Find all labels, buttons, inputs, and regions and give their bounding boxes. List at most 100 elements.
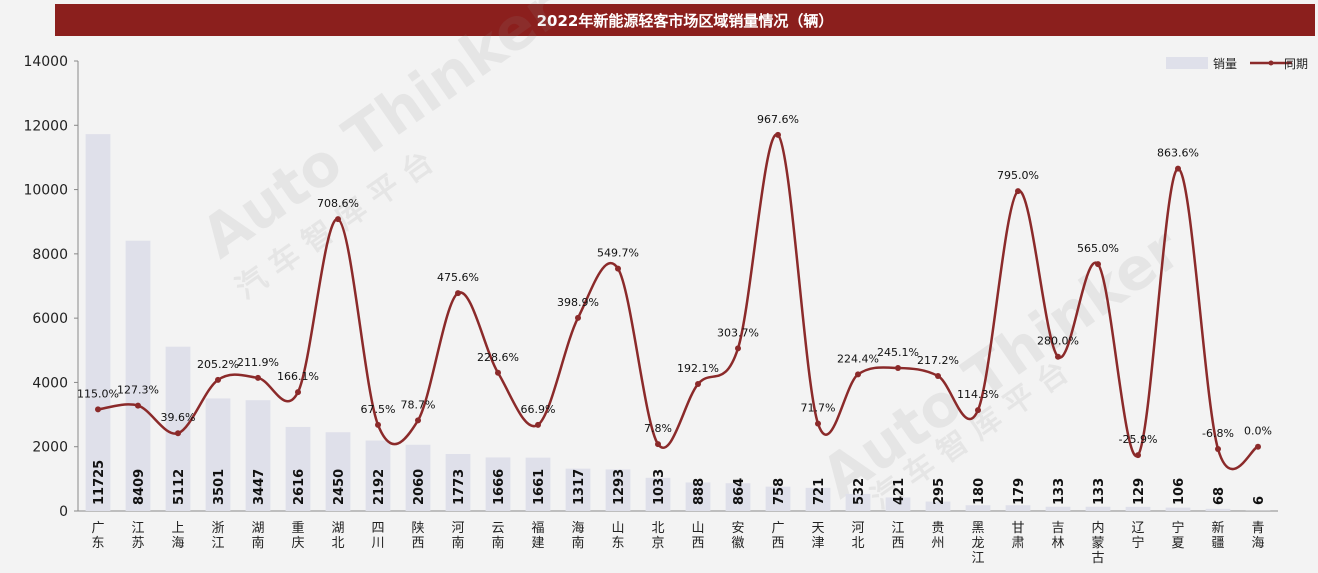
x-tick-label: 新疆: [1211, 520, 1224, 551]
bar: [165, 346, 191, 511]
line-point-label: 565.0%: [1077, 242, 1119, 255]
line-marker: [455, 290, 461, 297]
line-marker: [1255, 443, 1261, 450]
bar-value-label: 2192: [372, 469, 387, 505]
line-point-label: 280.0%: [1037, 335, 1079, 348]
x-tick-label: 山西: [691, 521, 704, 551]
bar: [845, 493, 871, 511]
x-tick-label: 甘肃: [1011, 521, 1024, 551]
x-tick-label: 四川: [371, 521, 384, 551]
bar: [1165, 507, 1191, 511]
line-point-label: 708.6%: [317, 197, 359, 210]
bar-value-label: 133: [1092, 478, 1107, 505]
x-tick-label: 广东: [91, 521, 104, 551]
bar-value-label: 888: [692, 478, 707, 505]
bar-value-label: 8409: [132, 469, 147, 505]
bar: [205, 398, 231, 511]
x-tick-label: 内蒙古: [1091, 520, 1104, 566]
line-series: [95, 131, 1261, 471]
y-tick-label: 10000: [23, 183, 68, 199]
x-tick-label: 云南: [491, 521, 504, 551]
bar: [445, 454, 471, 511]
bar-value-label: 2616: [292, 469, 307, 505]
bar: [605, 469, 631, 511]
x-tick-label: 福建: [531, 521, 544, 551]
line-marker: [575, 314, 581, 321]
x-tick-label: 湖南: [251, 521, 264, 551]
line-point-label: 39.6%: [161, 411, 196, 424]
bar: [1045, 506, 1071, 511]
bar: [285, 426, 311, 511]
bar: [405, 444, 431, 511]
line-point-label: 224.4%: [837, 352, 879, 365]
x-tick-label: 天津: [811, 521, 824, 551]
x-tick-label: 陕西: [411, 521, 424, 551]
bar: [525, 457, 551, 511]
bar-value-label: 3447: [252, 469, 267, 505]
x-tick-label: 江苏: [131, 521, 144, 551]
y-tick-label: 2000: [32, 440, 68, 456]
x-tick-label: 浙江: [211, 521, 224, 551]
x-tick-label: 江西: [891, 521, 904, 551]
x-tick-label: 北京: [651, 521, 664, 551]
bar-value-label: 3501: [212, 469, 227, 505]
bar-value-label: 2450: [332, 469, 347, 505]
chart-title: 2022年新能源轻客市场区域销量情况（辆）: [55, 4, 1315, 36]
line-point-label: 795.0%: [997, 169, 1039, 182]
bar: [565, 468, 591, 511]
bar-value-label: 1033: [652, 469, 667, 505]
bar: [1125, 506, 1151, 511]
bar-value-label: 2060: [412, 469, 427, 505]
line-marker: [95, 406, 101, 413]
y-tick-label: 4000: [32, 375, 68, 391]
line-marker: [335, 216, 341, 223]
x-tick-label: 黑龙江: [971, 521, 984, 566]
y-tick-label: 0: [59, 504, 68, 520]
line-marker: [415, 417, 421, 424]
line-point-label: 67.5%: [361, 403, 396, 416]
bar-value-label: 133: [1052, 478, 1067, 505]
bar-value-label: 106: [1172, 478, 1187, 505]
line-point-label: 71.7%: [801, 402, 836, 415]
bar-value-label: 6: [1252, 496, 1267, 505]
line-marker: [535, 421, 541, 428]
x-tick-label: 青海: [1251, 521, 1264, 551]
line-marker: [375, 421, 381, 428]
line-marker: [935, 373, 941, 379]
x-tick-label: 海南: [571, 521, 584, 551]
line-marker: [775, 131, 781, 138]
legend: 销量 同期: [1166, 57, 1308, 71]
x-tick-label: 河南: [451, 521, 464, 551]
line-point-label: 228.6%: [477, 351, 519, 364]
x-tick-label: 吉林: [1051, 521, 1064, 551]
line-point-label: 78.7%: [401, 398, 436, 411]
bar: [365, 440, 391, 511]
bar-value-label: 1661: [532, 469, 547, 505]
bar: [645, 477, 671, 511]
bar-value-label: 1317: [572, 469, 587, 505]
bar-value-label: 179: [1012, 478, 1027, 505]
bar: [1005, 505, 1031, 511]
x-tick-label: 安徽: [731, 521, 744, 551]
line-point-label: 303.7%: [717, 326, 759, 339]
bar: [125, 240, 151, 512]
line-point-labels: 115.0%127.3% 39.6% 205.2%211.9%166.1% 708.6…: [77, 113, 1272, 446]
line-marker: [655, 441, 661, 448]
line-point-label: -6.8%: [1202, 427, 1234, 440]
bar-value-label: 864: [732, 478, 747, 505]
axes: 0 2000 4000 6000 8000 10000 12000 14000: [23, 54, 1278, 520]
line-marker: [135, 402, 141, 409]
line-marker: [1175, 165, 1181, 172]
line-point-label: 166.1%: [277, 370, 319, 383]
line-point-label: 66.9%: [521, 403, 556, 416]
bar-value-label: 180: [972, 478, 987, 505]
bar-value-label: 5112: [172, 469, 187, 505]
line-marker: [735, 345, 741, 352]
bar: [765, 486, 791, 511]
line-point-label: 0.0%: [1244, 425, 1272, 438]
x-tick-label: 宁夏: [1171, 520, 1184, 551]
line-point-label: 549.7%: [597, 247, 639, 260]
bar: [325, 432, 351, 511]
